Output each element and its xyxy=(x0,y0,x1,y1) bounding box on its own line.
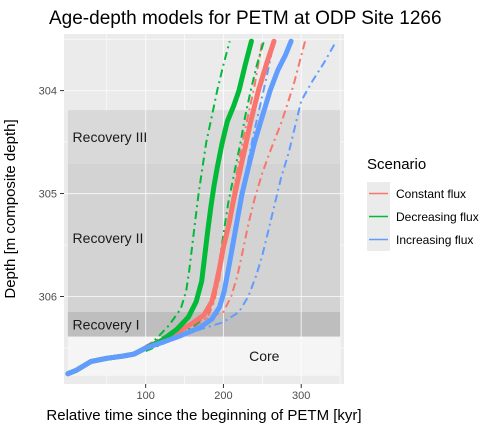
series-bound-line xyxy=(145,40,307,347)
y-axis-title: Depth [m composite depth] xyxy=(2,119,19,298)
series-bound-line xyxy=(145,40,265,353)
series-bound-line xyxy=(145,40,231,349)
x-axis: 100 200 300 xyxy=(136,384,310,402)
legend-title: Scenario xyxy=(367,156,426,173)
series-bound-line xyxy=(145,40,338,347)
phase-label: Recovery II xyxy=(73,230,144,246)
phase-band xyxy=(67,110,341,164)
y-tick-label: 306 xyxy=(39,292,57,304)
major-grid xyxy=(64,34,344,384)
x-tick-label: 300 xyxy=(292,390,310,402)
chart-title: Age-depth models for PETM at ODP Site 12… xyxy=(49,8,442,29)
mean-lines xyxy=(65,38,294,377)
phase-label: Recovery I xyxy=(73,316,140,332)
x-tick-label: 100 xyxy=(136,390,154,402)
series-mean-line xyxy=(65,38,294,377)
legend-label: Decreasing flux xyxy=(396,210,479,224)
phase-band xyxy=(67,163,341,312)
x-tick-label: 200 xyxy=(214,390,232,402)
y-axis: 304 305 306 xyxy=(39,86,64,304)
phase-labels: Recovery III Recovery II Recovery I Core xyxy=(73,129,280,364)
phase-label: Recovery III xyxy=(73,129,148,145)
x-axis-title: Relative time since the beginning of PET… xyxy=(46,407,361,424)
y-tick-label: 304 xyxy=(39,86,57,98)
legend-label: Constant flux xyxy=(396,187,466,201)
phase-label: Core xyxy=(249,348,280,364)
phase-bands xyxy=(67,110,341,376)
legend-label: Increasing flux xyxy=(396,233,473,247)
legend: Scenario Constant flux Decreasing flux Incr… xyxy=(367,156,479,251)
y-tick-label: 305 xyxy=(39,189,57,201)
